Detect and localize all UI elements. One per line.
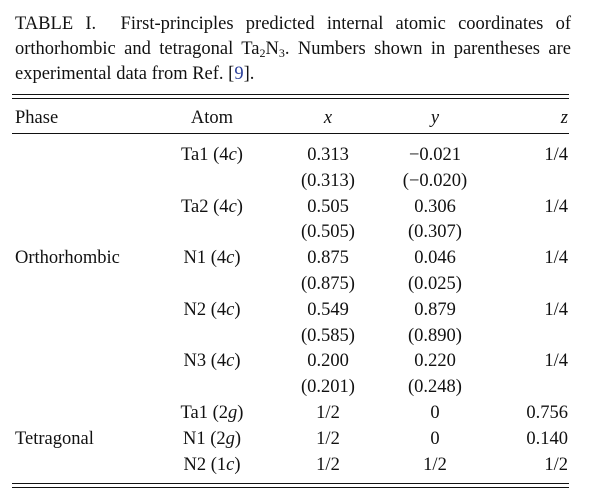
top-rule <box>12 94 569 95</box>
coordinate-cell: 1/2 <box>316 454 340 475</box>
atom-part: Ta1 (4 <box>181 145 229 165</box>
atom-part: ) <box>236 196 243 217</box>
phase-cell: Tetragonal <box>15 428 94 449</box>
coordinate-cell: 1/2 <box>544 454 568 475</box>
coordinate-cell: 0.875 <box>307 248 349 269</box>
coordinate-cell: (0.505) <box>301 222 355 243</box>
coordinate-cell: 1/2 <box>316 403 340 423</box>
atom-part: c <box>226 248 235 269</box>
caption: TABLE I. First-principles predicted inte… <box>15 12 571 87</box>
coordinate-cell: 1/4 <box>544 145 568 165</box>
coordinate-cell: (0.875) <box>301 274 355 294</box>
coordinate-cell: 1/2 <box>316 428 340 449</box>
reference-link[interactable]: 9 <box>234 64 244 84</box>
atom-part: N2 (1 <box>183 454 227 475</box>
caption-text: . Numbers shown in parentheses are exper… <box>15 39 571 84</box>
atom-cell: N2 (1c) <box>183 454 240 476</box>
phase-cell: Orthorhombic <box>15 248 120 269</box>
coordinate-cell: (0.025) <box>408 274 462 294</box>
atom-cell: N1 (2g) <box>183 428 241 450</box>
bottom-rule <box>12 483 569 484</box>
subscript: 3 <box>278 46 285 60</box>
column-header: y <box>430 108 440 128</box>
atom-cell: N1 (4c) <box>183 247 240 269</box>
coordinate-cell: 0.313 <box>307 145 349 165</box>
coordinate-cell: (0.585) <box>301 325 355 346</box>
coordinate-cell: 0 <box>430 403 440 423</box>
atom-cell: N3 (4c) <box>183 350 240 372</box>
coordinate-cell: 0.505 <box>307 196 349 217</box>
coordinate-cell: 0.200 <box>307 351 349 372</box>
atom-cell: Ta1 (2g) <box>181 402 244 424</box>
atom-part: g <box>225 428 235 449</box>
coordinate-cell: 0.220 <box>414 351 456 372</box>
header-rule <box>12 133 569 134</box>
atom-part: c <box>226 351 235 372</box>
coordinate-cell: 0.549 <box>307 299 349 320</box>
top-rule <box>12 98 569 99</box>
atom-part: c <box>228 145 237 165</box>
coordinate-cell: 1/4 <box>544 351 568 372</box>
atom-cell: Ta1 (4c) <box>181 144 243 166</box>
caption-text: N <box>265 39 279 59</box>
atom-part: c <box>226 454 235 475</box>
caption-text: ]. <box>243 64 255 84</box>
atom-part: g <box>228 403 238 423</box>
coordinate-cell: 0 <box>430 428 440 449</box>
column-header: z <box>560 108 568 128</box>
coordinate-cell: 1/4 <box>544 248 568 269</box>
atom-part: ) <box>234 351 241 372</box>
column-header: Atom <box>190 108 234 128</box>
bottom-rule <box>12 487 569 488</box>
coordinate-cell: (0.201) <box>301 377 355 398</box>
coordinate-cell: 0.879 <box>414 299 456 320</box>
atom-part: ) <box>237 403 244 423</box>
coordinate-cell: 0.756 <box>526 403 568 423</box>
atom-part: N2 (4 <box>183 299 227 320</box>
coordinate-cell: −0.021 <box>408 145 462 165</box>
atom-part: ) <box>236 145 243 165</box>
atom-part: N1 (2 <box>182 428 226 449</box>
atom-part: N1 (4 <box>183 248 227 269</box>
column-header: Phase <box>15 108 59 128</box>
atom-cell: Ta2 (4c) <box>181 196 243 218</box>
coordinate-cell: (0.248) <box>408 377 462 398</box>
coordinate-cell: 0.140 <box>526 428 568 449</box>
coordinate-cell: (−0.020) <box>402 170 468 191</box>
atom-part: ) <box>234 428 242 449</box>
column-header: x <box>323 108 333 128</box>
subscript: 2 <box>259 46 266 60</box>
atom-part: ) <box>234 299 241 320</box>
atom-part: ) <box>234 248 241 269</box>
coordinate-cell: 0.306 <box>414 196 456 217</box>
atom-cell: N2 (4c) <box>183 299 240 321</box>
coordinate-cell: (0.890) <box>408 325 462 346</box>
caption-text: First-principles predicted internal atom… <box>15 14 571 59</box>
coordinate-cell: 0.046 <box>414 248 456 269</box>
atom-part: Ta1 (2 <box>180 403 229 423</box>
atom-part: c <box>228 196 237 217</box>
coordinate-cell: (0.313) <box>301 170 355 191</box>
coordinate-cell: 1/4 <box>544 196 568 217</box>
coordinate-cell: 1/4 <box>544 299 568 320</box>
coordinate-cell: (0.307) <box>408 222 462 243</box>
atom-part: Ta2 (4 <box>181 196 229 217</box>
caption-label: TABLE I. <box>15 14 97 34</box>
atom-part: N3 (4 <box>183 351 227 372</box>
coordinate-cell: 1/2 <box>423 454 447 475</box>
atom-part: c <box>226 299 235 320</box>
atom-part: ) <box>234 454 241 475</box>
